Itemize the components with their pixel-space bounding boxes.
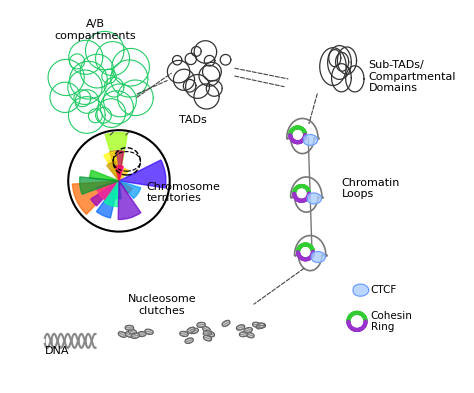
Ellipse shape [128,329,137,334]
Wedge shape [119,181,132,193]
Wedge shape [119,168,128,181]
Polygon shape [353,284,369,296]
Wedge shape [90,170,119,181]
Text: Chromatin
Loops: Chromatin Loops [341,178,400,200]
Polygon shape [308,193,321,204]
Ellipse shape [118,332,127,337]
Wedge shape [73,181,119,214]
Ellipse shape [244,327,252,333]
Ellipse shape [190,328,199,334]
Wedge shape [96,181,119,218]
Wedge shape [109,151,124,181]
Text: CTCF: CTCF [371,285,397,295]
Ellipse shape [239,332,248,337]
Wedge shape [91,181,119,206]
Ellipse shape [185,338,193,343]
Text: Cohesin
Ring: Cohesin Ring [371,310,412,332]
Ellipse shape [202,327,210,332]
Wedge shape [97,181,119,200]
Wedge shape [119,160,166,188]
Ellipse shape [256,323,264,329]
Ellipse shape [206,331,215,337]
Polygon shape [303,134,318,145]
Text: Sub-TADs/
Compartmental
Domains: Sub-TADs/ Compartmental Domains [369,60,456,93]
Wedge shape [96,181,119,200]
Text: A/B
compartments: A/B compartments [55,19,137,40]
Ellipse shape [237,325,245,330]
Ellipse shape [180,331,188,336]
Wedge shape [113,181,121,199]
Ellipse shape [125,325,134,331]
Ellipse shape [203,331,212,336]
Ellipse shape [257,323,265,328]
Ellipse shape [125,332,134,338]
Wedge shape [116,166,124,181]
Polygon shape [311,252,325,263]
Ellipse shape [222,320,230,327]
Ellipse shape [246,332,254,338]
Wedge shape [104,152,119,181]
Wedge shape [118,181,141,220]
Wedge shape [107,158,119,181]
Ellipse shape [131,333,140,338]
Ellipse shape [253,322,261,327]
Text: DNA: DNA [45,345,69,356]
Ellipse shape [203,335,211,341]
Text: Nucleosome
clutches: Nucleosome clutches [128,294,196,316]
Wedge shape [119,181,141,198]
Text: Chromosome
territories: Chromosome territories [146,182,220,204]
Wedge shape [104,181,119,207]
Wedge shape [80,177,119,194]
Wedge shape [105,133,128,181]
Text: TADs: TADs [179,114,207,125]
Ellipse shape [187,327,195,333]
Wedge shape [107,162,119,181]
Ellipse shape [145,329,153,334]
Ellipse shape [137,332,146,336]
Ellipse shape [197,322,205,327]
